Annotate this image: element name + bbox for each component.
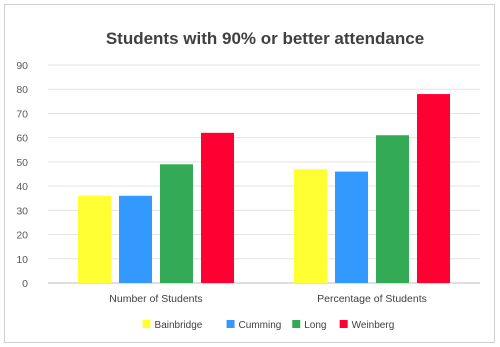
- bar-weinberg: [417, 94, 450, 283]
- y-tick-label: 0: [22, 278, 28, 290]
- bar-weinberg: [201, 132, 234, 283]
- gridlines: [48, 64, 480, 284]
- bars: [78, 94, 450, 283]
- y-tick-label: 70: [16, 108, 28, 120]
- category-label: Number of Students: [109, 293, 202, 305]
- y-tick-label: 20: [16, 230, 28, 242]
- legend-label: Cumming: [239, 320, 282, 331]
- category-label: Percentage of Students: [317, 293, 427, 305]
- bar-long: [160, 164, 193, 283]
- y-tick-label: 30: [16, 205, 28, 217]
- legend-swatch: [142, 320, 151, 328]
- bar-long: [376, 135, 409, 283]
- y-axis-ticks: 0 10 20 30 40 50 60 70 80 90: [16, 60, 28, 290]
- y-tick-label: 40: [16, 181, 28, 193]
- legend: Bainbridge Cumming Long Weinberg: [142, 320, 395, 331]
- category-labels: Number of Students Percentage of Students: [109, 293, 427, 305]
- legend-label: Bainbridge: [155, 320, 203, 331]
- chart-title: Students with 90% or better attendance: [106, 29, 424, 48]
- bar-cumming: [119, 195, 152, 283]
- y-tick-label: 10: [16, 254, 28, 266]
- y-tick-label: 90: [16, 60, 28, 72]
- legend-swatch: [292, 320, 301, 328]
- bar-bainbridge: [294, 169, 327, 283]
- chart-frame: [4, 4, 495, 343]
- y-tick-label: 80: [16, 84, 28, 96]
- legend-swatch: [339, 320, 348, 328]
- legend-label: Weinberg: [352, 320, 395, 331]
- bar-bainbridge: [78, 195, 111, 283]
- y-tick-label: 50: [16, 157, 28, 169]
- legend-label: Long: [304, 320, 326, 331]
- legend-swatch: [226, 320, 235, 328]
- bar-cumming: [335, 171, 368, 283]
- y-tick-label: 60: [16, 133, 28, 145]
